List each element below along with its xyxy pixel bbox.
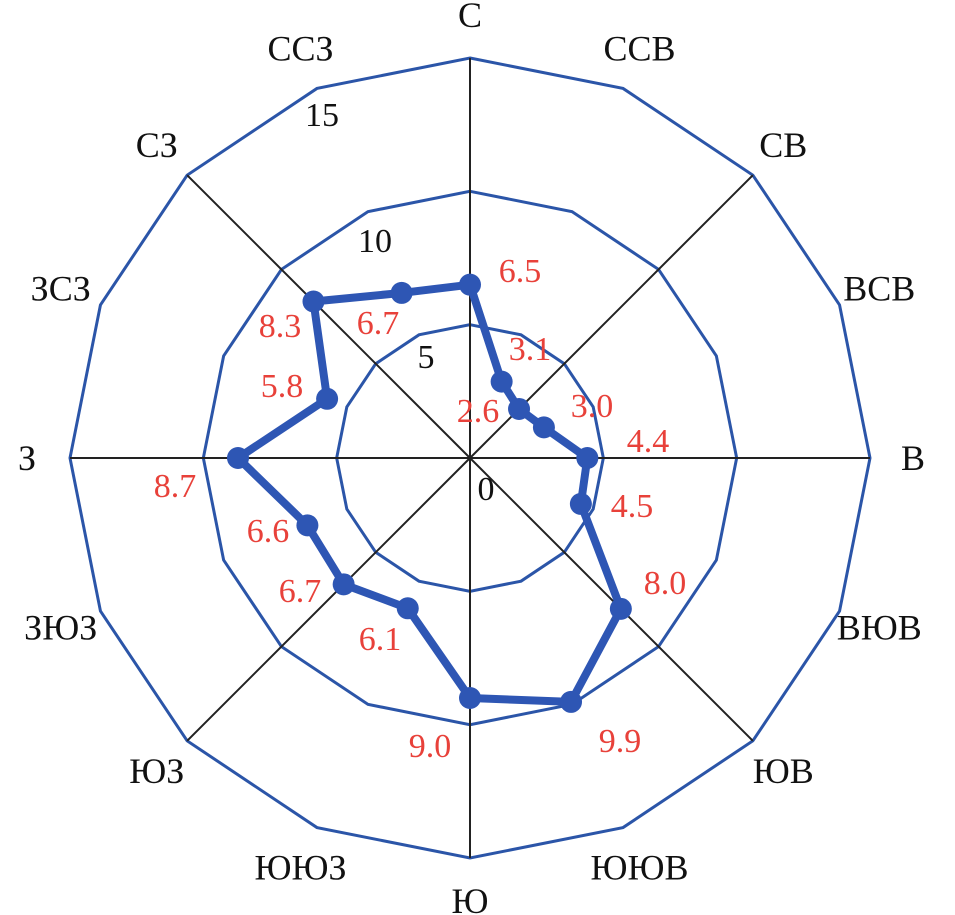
data-label: 4.5 bbox=[611, 488, 654, 525]
category-label: СВ bbox=[759, 125, 807, 165]
data-label: 6.7 bbox=[279, 573, 322, 610]
data-label: 5.8 bbox=[261, 368, 304, 405]
category-label: ССЗ bbox=[267, 29, 333, 69]
data-point bbox=[302, 290, 325, 313]
data-point bbox=[332, 573, 355, 596]
radial-tick-label: 15 bbox=[305, 97, 339, 134]
data-label: 9.0 bbox=[409, 728, 452, 765]
category-label: З bbox=[18, 438, 36, 478]
data-point bbox=[508, 397, 531, 420]
data-point bbox=[459, 687, 481, 709]
category-label: ЮЗ bbox=[129, 751, 184, 791]
data-point bbox=[390, 281, 413, 304]
radial-tick-label: 0 bbox=[478, 471, 495, 508]
data-point bbox=[569, 492, 592, 515]
data-label: 3.0 bbox=[571, 388, 614, 425]
category-label: ЮЮЗ bbox=[254, 847, 346, 887]
category-label: С bbox=[458, 0, 482, 35]
data-point bbox=[296, 514, 319, 537]
data-label: 6.7 bbox=[357, 305, 400, 342]
radial-tick-label: 5 bbox=[418, 339, 435, 376]
data-point bbox=[576, 447, 599, 469]
data-point bbox=[609, 597, 632, 620]
data-point bbox=[560, 690, 583, 713]
category-label: ЗСЗ bbox=[31, 268, 91, 308]
data-label: 8.7 bbox=[154, 468, 197, 505]
data-label: 9.9 bbox=[599, 723, 642, 760]
data-label: 8.3 bbox=[259, 308, 302, 345]
category-label: ЮВ bbox=[753, 751, 814, 791]
category-label: СЗ bbox=[136, 125, 178, 165]
category-label: ЮЮВ bbox=[591, 847, 689, 887]
category-label: ВЮВ bbox=[837, 608, 922, 648]
data-label: 8.0 bbox=[644, 565, 687, 602]
category-label: ЗЮЗ bbox=[24, 608, 97, 648]
data-point bbox=[396, 597, 419, 620]
data-label: 3.1 bbox=[509, 331, 552, 368]
radial-tick-label: 10 bbox=[358, 223, 392, 260]
data-point bbox=[316, 387, 339, 410]
category-label: В bbox=[901, 438, 925, 478]
data-point bbox=[459, 273, 481, 296]
spoke-line bbox=[186, 457, 471, 742]
data-label: 4.4 bbox=[627, 423, 670, 460]
data-label: 2.6 bbox=[457, 393, 500, 430]
spoke-line bbox=[186, 174, 471, 459]
category-label: ВСВ bbox=[843, 268, 915, 308]
category-label: ССВ bbox=[604, 29, 676, 69]
data-point bbox=[532, 416, 555, 439]
data-label: 6.5 bbox=[499, 253, 542, 290]
data-point bbox=[490, 370, 513, 393]
category-label: Ю bbox=[451, 881, 488, 915]
data-point bbox=[227, 447, 249, 469]
data-label: 6.6 bbox=[247, 513, 290, 550]
spoke-line bbox=[469, 457, 754, 742]
data-label: 6.1 bbox=[359, 621, 402, 658]
